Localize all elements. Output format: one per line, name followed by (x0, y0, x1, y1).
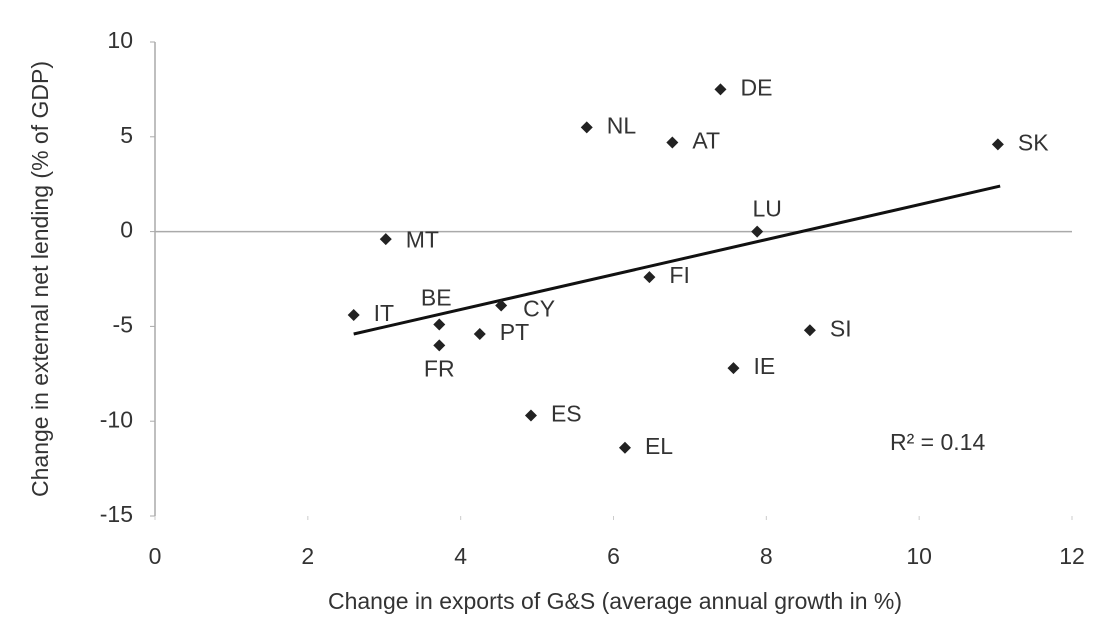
y-tick-label: -10 (100, 406, 133, 432)
point-label: FI (669, 262, 689, 288)
point-label: BE (421, 285, 452, 311)
point (991, 138, 1004, 151)
annotation: R² = 0.14 (890, 429, 985, 455)
point (643, 271, 656, 284)
point-label: SI (830, 315, 852, 341)
point (495, 299, 508, 312)
point-label: SK (1018, 129, 1049, 155)
point-label: CY (523, 296, 555, 322)
point-label: LU (752, 196, 781, 222)
x-axis-label: Change in exports of G&S (average annual… (328, 588, 902, 614)
x-tick-label: 12 (1059, 543, 1085, 569)
x-tick-label: 2 (301, 543, 314, 569)
point-label: EL (645, 433, 673, 459)
y-tick-label: 10 (107, 27, 133, 53)
point (803, 324, 816, 337)
x-tick-label: 6 (607, 543, 620, 569)
point (580, 121, 593, 134)
point-label: ES (551, 401, 582, 427)
x-tick-label: 10 (906, 543, 932, 569)
point (714, 83, 727, 96)
y-tick-label: 5 (120, 122, 133, 148)
point (473, 327, 486, 340)
trendline (353, 184, 1001, 336)
y-tick-label: -5 (113, 311, 133, 337)
y-tick-label: 0 (120, 217, 133, 243)
point (751, 225, 764, 238)
x-tick-label: 4 (454, 543, 467, 569)
point-label: IT (374, 300, 394, 326)
point-label: MT (406, 226, 439, 252)
point (433, 339, 446, 352)
x-tick-label: 0 (149, 543, 162, 569)
point-label: PT (500, 319, 529, 345)
point-label: FR (424, 355, 455, 381)
x-tick-label: 8 (760, 543, 773, 569)
point (524, 409, 537, 422)
point-label: IE (753, 353, 775, 379)
y-axis-label: Change in external net lending (% of GDP… (27, 61, 53, 497)
point-label: AT (692, 128, 720, 154)
y-tick-label: -15 (100, 501, 133, 527)
point (727, 362, 740, 375)
point (666, 136, 679, 149)
point (347, 309, 360, 322)
point-label: NL (607, 112, 637, 138)
point (379, 233, 392, 246)
point-label: DE (740, 74, 772, 100)
point (433, 318, 446, 331)
point (618, 441, 631, 454)
